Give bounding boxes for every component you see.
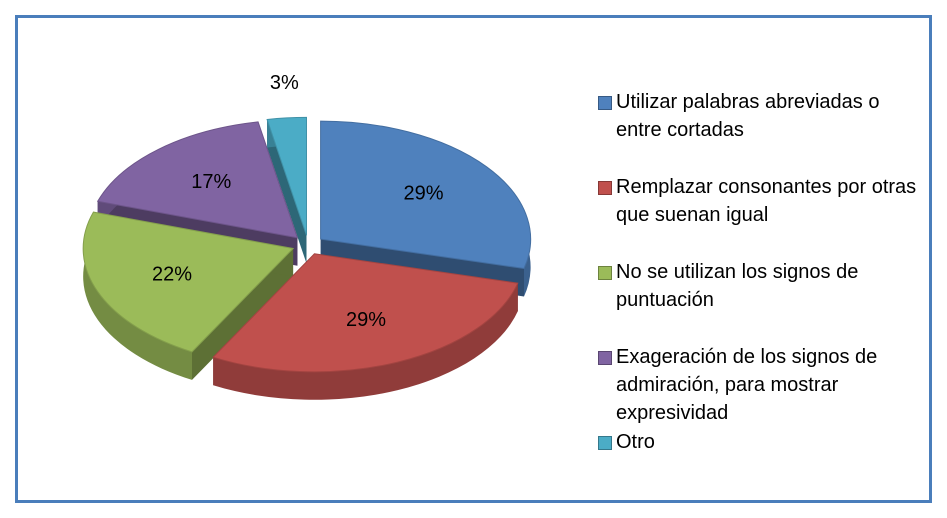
slice-face (267, 119, 307, 264)
legend-swatch (598, 96, 612, 110)
data-label: 29% (404, 183, 444, 205)
legend-swatch (598, 351, 612, 365)
pie-slice (82, 211, 295, 380)
pie-slice (212, 253, 519, 400)
data-label: 29% (346, 309, 386, 331)
chart-frame (15, 15, 932, 503)
slice-side (213, 283, 518, 400)
legend-item: Utilizar palabras abreviadas o entre cor… (598, 88, 928, 144)
slice (96, 121, 299, 239)
slice (266, 116, 307, 236)
slice (212, 253, 519, 373)
data-label: 3% (270, 72, 299, 94)
legend-item: Exageración de los signos de admiración,… (598, 343, 928, 427)
slice (82, 211, 295, 353)
legend-item: Remplazar consonantes por otras que suen… (598, 173, 928, 229)
slice-face (192, 248, 294, 380)
data-label: 17% (191, 171, 231, 193)
legend-swatch (598, 266, 612, 280)
legend-item: No se utilizan los signos de puntuación (598, 258, 928, 314)
legend-label: Utilizar palabras abreviadas o entre cor… (616, 91, 880, 141)
slice (320, 120, 532, 270)
slice-side (83, 212, 192, 380)
legend-label: Exageración de los signos de admiración,… (616, 346, 878, 424)
legend-label: No se utilizan los signos de puntuación (616, 261, 859, 311)
legend-label: Remplazar consonantes por otras que suen… (616, 176, 917, 226)
legend-swatch (598, 181, 612, 195)
data-label: 22% (152, 264, 192, 286)
pie-slice (266, 116, 307, 264)
legend-swatch (598, 436, 612, 450)
legend-item: Otro (598, 428, 928, 456)
legend-label: Otro (616, 431, 655, 453)
